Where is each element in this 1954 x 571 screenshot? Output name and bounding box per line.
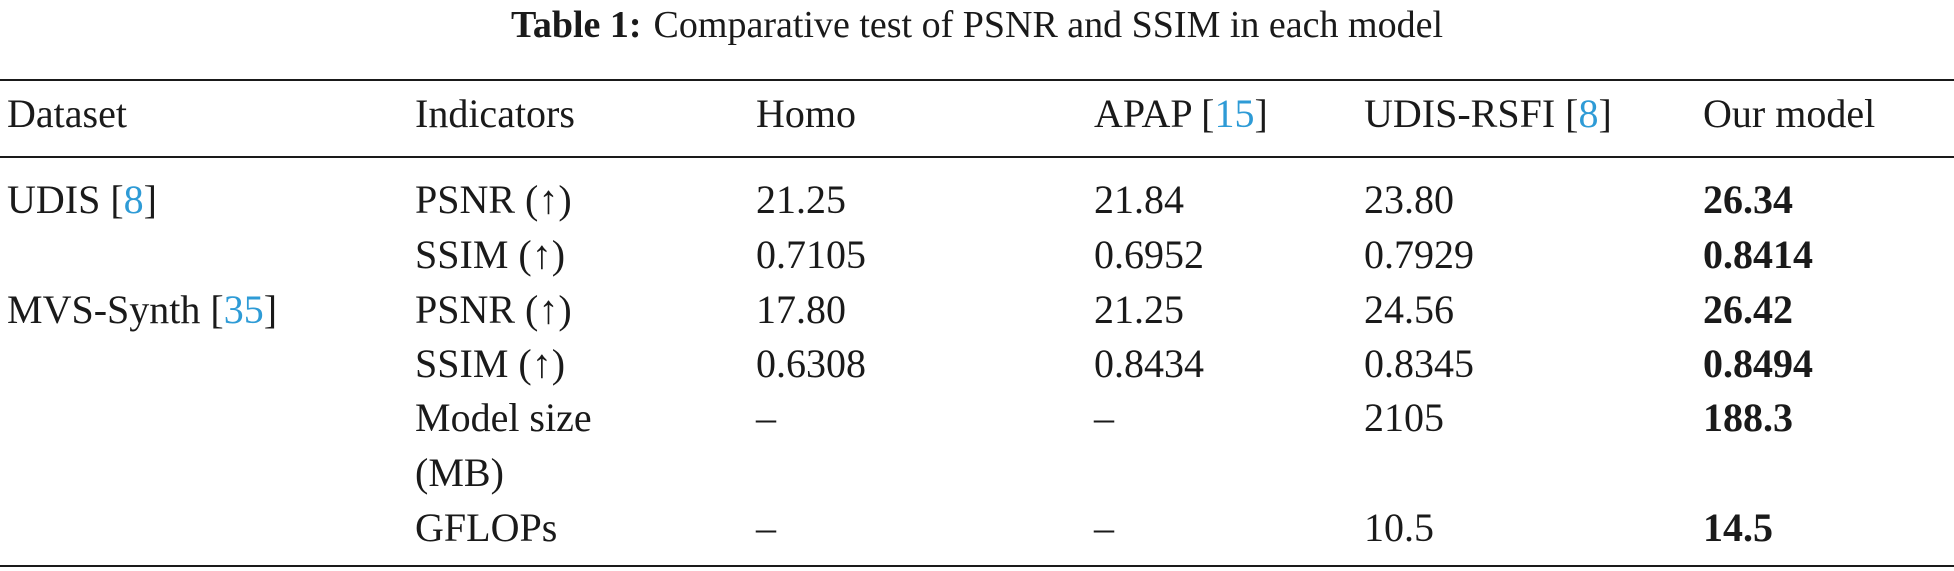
caption-text: Comparative test of PSNR and SSIM in eac… — [653, 4, 1444, 46]
table-cell-apap: 21.25 — [1094, 287, 1184, 332]
table-cell-udis-rsfi: 10.5 — [1364, 505, 1434, 550]
table-cell-udis-rsfi: 2105 — [1364, 395, 1444, 440]
table-row-indicator: SSIM (↑) — [415, 341, 566, 386]
table-cell-apap: 0.6952 — [1094, 232, 1204, 277]
table-cell-apap: 0.8434 — [1094, 341, 1204, 386]
table-cell-homo: 0.6308 — [756, 341, 866, 386]
table-cell-ours: 0.8414 — [1703, 232, 1813, 277]
table-cell-ours: 0.8494 — [1703, 341, 1813, 386]
table-cell-ours: 26.42 — [1703, 287, 1793, 332]
bottom-rule — [0, 565, 1954, 567]
table-cell-homo: – — [756, 395, 776, 440]
header-our-model: Our model — [1703, 91, 1876, 136]
table-cell-apap: – — [1094, 505, 1114, 550]
table-cell-udis-rsfi: 23.80 — [1364, 177, 1454, 222]
header-udis-rsfi-label: UDIS-RSFI — [1364, 91, 1556, 136]
header-rule — [0, 156, 1954, 158]
table-row-indicator: SSIM (↑) — [415, 232, 566, 277]
header-apap: APAP [15] — [1094, 91, 1268, 136]
dataset-udis-label: UDIS — [7, 177, 101, 222]
table-caption: Table 1: Comparative test of PSNR and SSI… — [0, 0, 1954, 50]
dataset-mvs-synth: MVS-Synth [35] — [7, 287, 278, 332]
table-row-indicator: PSNR (↑) — [415, 287, 572, 332]
top-rule — [0, 79, 1954, 81]
header-dataset: Dataset — [7, 91, 127, 136]
header-udis-rsfi: UDIS-RSFI [8] — [1364, 91, 1612, 136]
table-cell-homo: 0.7105 — [756, 232, 866, 277]
table-cell-apap: – — [1094, 395, 1114, 440]
table-row-indicator: PSNR (↑) — [415, 177, 572, 222]
citation-link[interactable]: 35 — [223, 287, 264, 332]
citation-link[interactable]: 8 — [123, 177, 144, 222]
table-cell-homo: – — [756, 505, 776, 550]
table-cell-homo: 17.80 — [756, 287, 846, 332]
table-row-indicator: Model size — [415, 395, 592, 440]
dataset-mvs-synth-label: MVS-Synth — [7, 287, 201, 332]
table-cell-apap: 21.84 — [1094, 177, 1184, 222]
citation-link[interactable]: 8 — [1578, 91, 1599, 136]
table-row-indicator: GFLOPs — [415, 505, 558, 550]
table-row-indicator-unit: (MB) — [415, 450, 504, 495]
dataset-udis: UDIS [8] — [7, 177, 157, 222]
table-cell-udis-rsfi: 0.8345 — [1364, 341, 1474, 386]
table-cell-udis-rsfi: 0.7929 — [1364, 232, 1474, 277]
table-cell-ours: 26.34 — [1703, 177, 1793, 222]
caption-label: Table 1: — [510, 4, 642, 46]
table-cell-homo: 21.25 — [756, 177, 846, 222]
table-cell-ours: 14.5 — [1703, 505, 1773, 550]
header-homo: Homo — [756, 91, 856, 136]
table-cell-udis-rsfi: 24.56 — [1364, 287, 1454, 332]
citation-link[interactable]: 15 — [1214, 91, 1255, 136]
table-cell-ours: 188.3 — [1703, 395, 1793, 440]
header-apap-label: APAP — [1094, 91, 1192, 136]
header-indicators: Indicators — [415, 91, 575, 136]
